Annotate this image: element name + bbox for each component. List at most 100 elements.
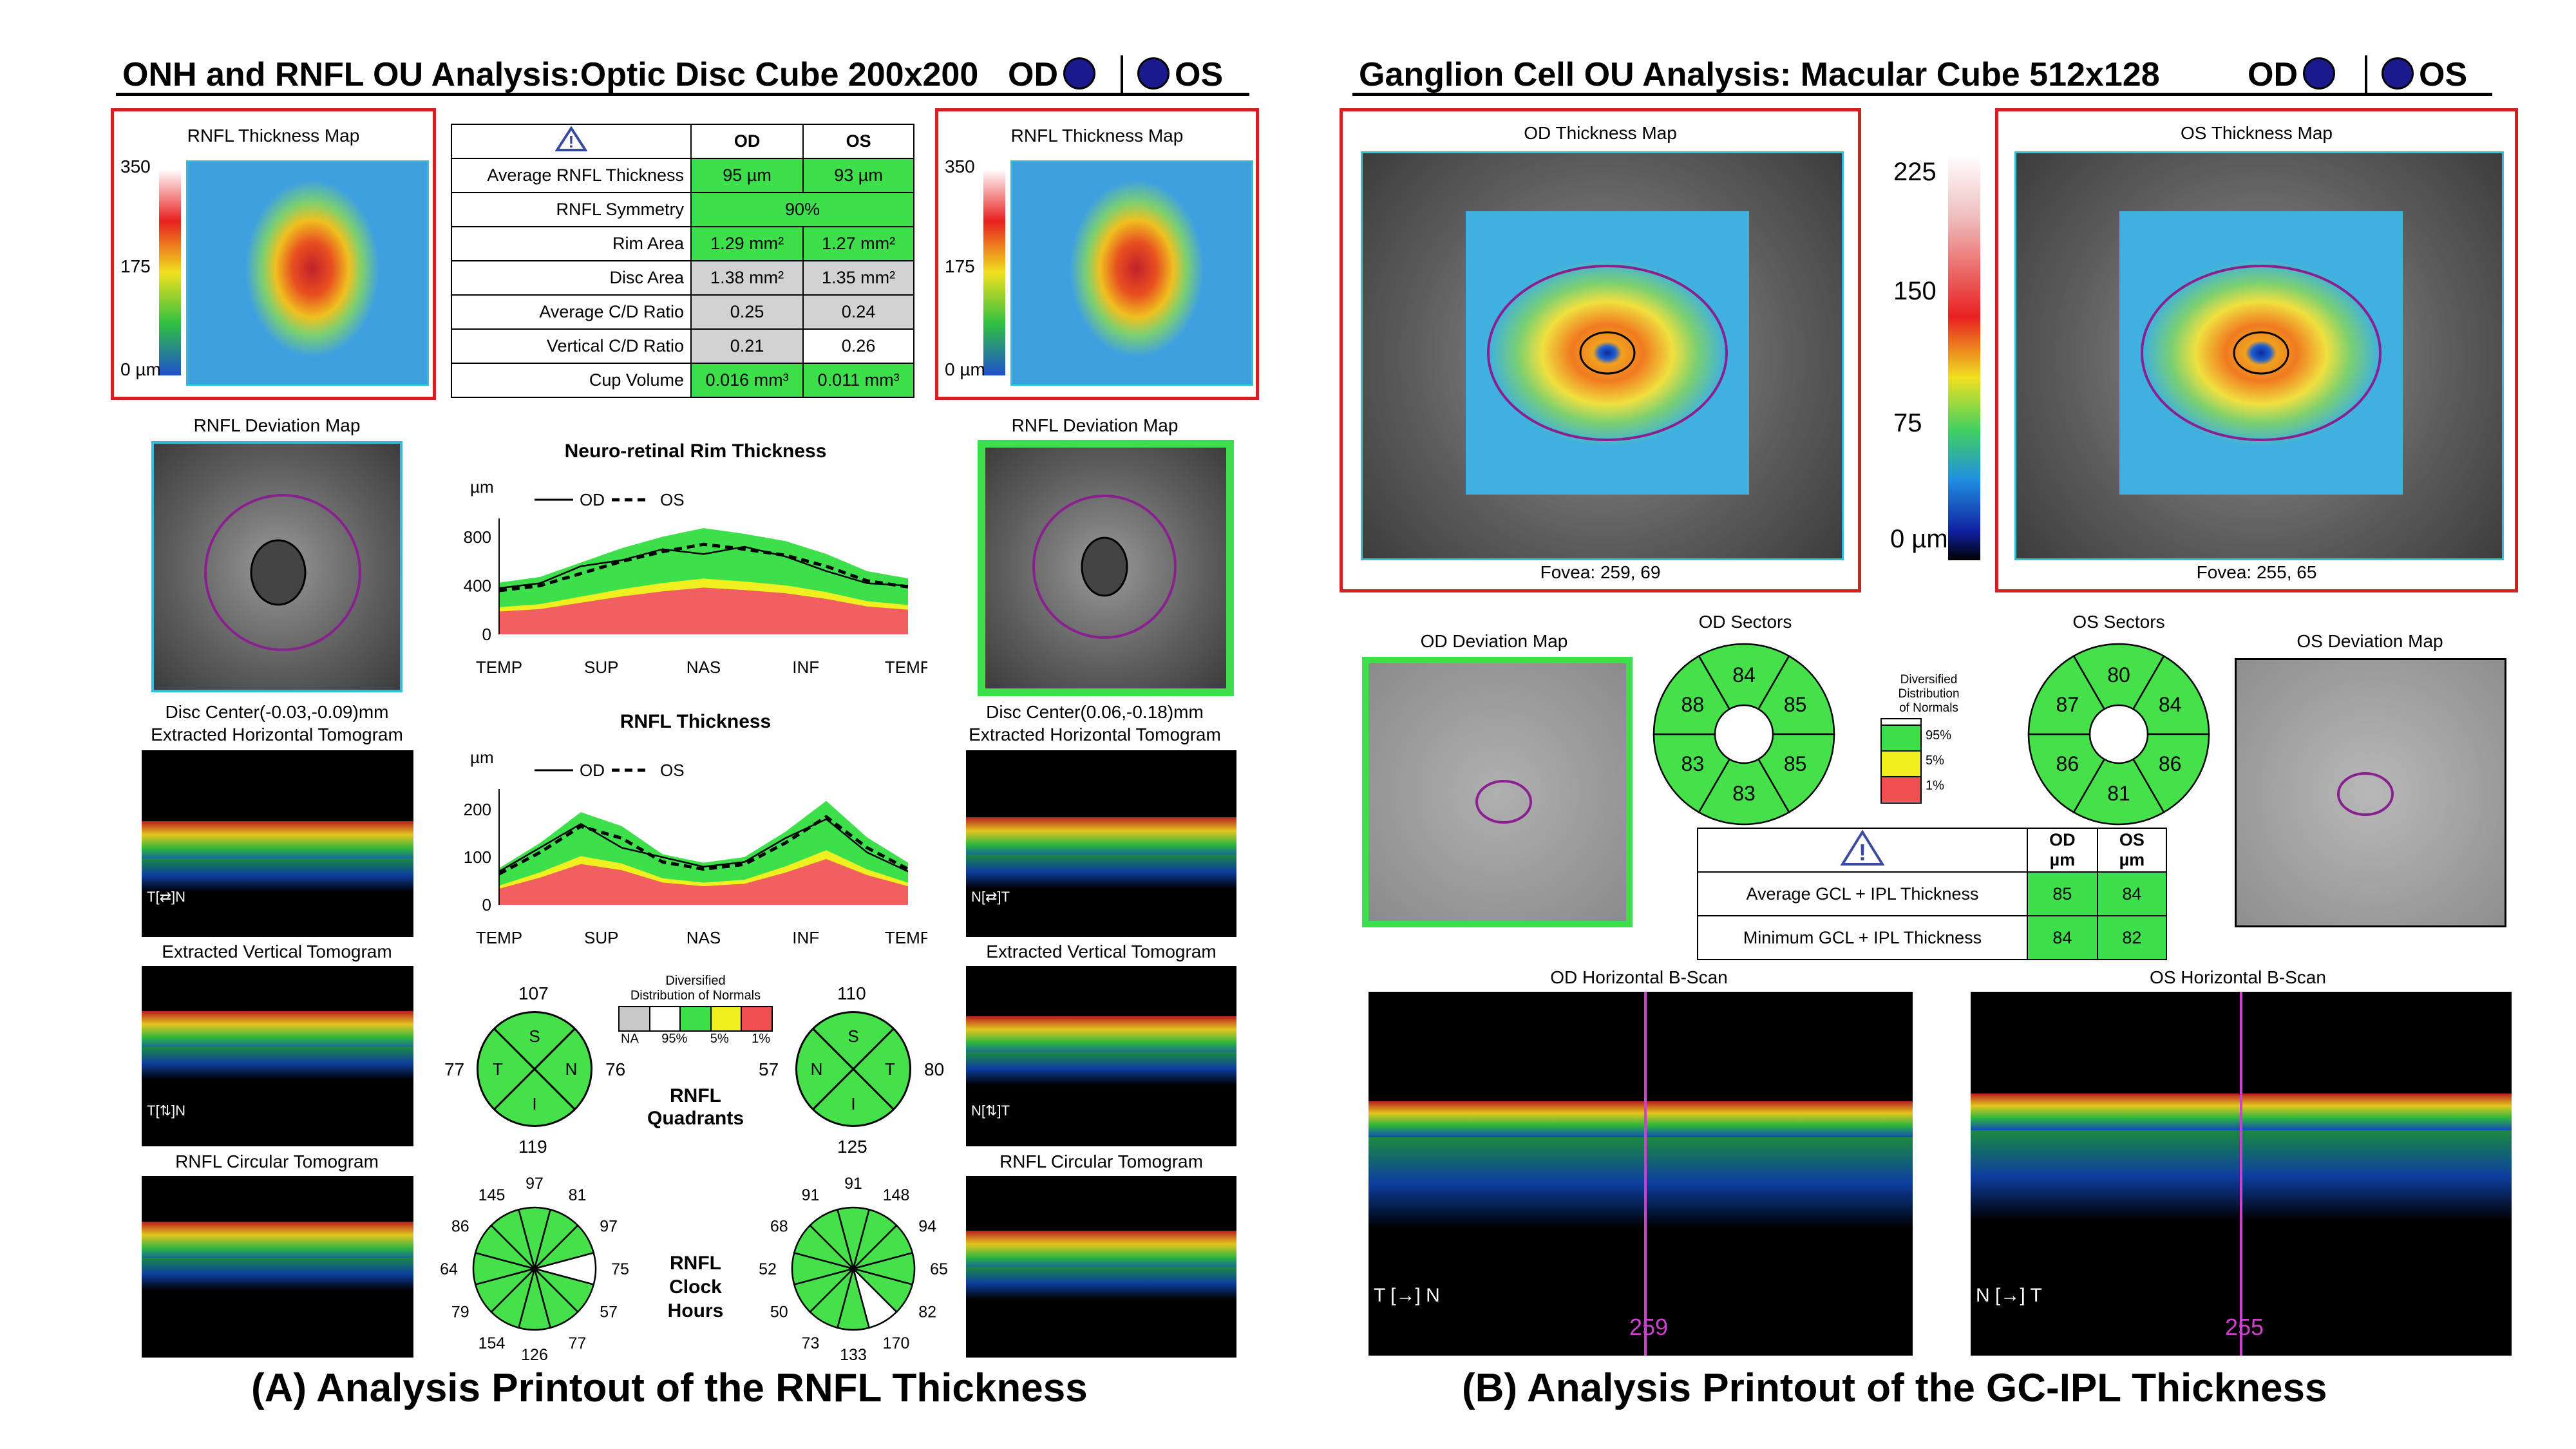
tomo-dir: T[⇅]N (147, 1103, 186, 1119)
rim-legend-os: OS (660, 490, 685, 509)
scale-tick-0: 0 µm (1890, 525, 1948, 553)
row-od: 84 (2027, 915, 2098, 960)
caption-b: (B) Analysis Printout of the GC-IPL Thic… (1462, 1366, 2327, 1410)
scale-tick-mid: 175 (945, 256, 975, 276)
os-thickness-map-label: RNFL Thickness Map (1010, 126, 1184, 146)
sector-value: 85 (1784, 752, 1807, 775)
row-label: Average RNFL Thickness (451, 158, 692, 193)
os-gc-deviation-map (2235, 658, 2506, 927)
od-horizontal-bscan: 259 T [→] N (1368, 992, 1913, 1356)
series-os (498, 542, 909, 592)
clock-value: 97 (526, 1175, 544, 1193)
os-rnfl-deviation-map (978, 440, 1234, 696)
os-rnfl-heatmap (1010, 160, 1253, 386)
x-tick-label: SUP (584, 658, 618, 677)
od-v-tomo-label: Extracted Vertical Tomogram (162, 942, 392, 961)
row-os: 1.27 mm² (802, 226, 914, 261)
legend-95: 95% (1926, 728, 1952, 743)
od-gc-map-label: OD Thickness Map (1524, 123, 1677, 143)
clock-value: 170 (883, 1334, 910, 1352)
bscan-dir: N [→] T (1976, 1285, 2042, 1306)
legend-title: Diversified (665, 974, 726, 988)
x-tick-label: NAS (687, 658, 721, 677)
sector (1757, 733, 1835, 813)
col-os: OS µm (2096, 828, 2168, 873)
os-quad-i: 125 (837, 1137, 867, 1157)
os-quad-t: 80 (924, 1059, 945, 1079)
os-horizontal-bscan: 255 N [→] T (1971, 992, 2512, 1356)
normals-legend-b: Diversified Distribution of Normals 95% … (1880, 673, 1984, 804)
od-eye-icon (2303, 57, 2335, 90)
q-letter: I (532, 1094, 536, 1113)
legend-1: 1% (1926, 779, 1944, 793)
od-rnfl-deviation-map (151, 441, 402, 692)
clock-value: 154 (478, 1334, 506, 1352)
rim-legend-od: OD (580, 490, 605, 509)
od-quad-i: 119 (518, 1137, 547, 1157)
rim-thickness-chart: Neuro-retinal Rim Thickness µm OD OS 0 40… (464, 440, 927, 677)
y-tick-label: 0 (482, 625, 491, 644)
sector-value: 86 (2056, 752, 2079, 775)
x-tick-label: TEMP (885, 928, 927, 947)
scale-tick-225: 225 (1893, 158, 1937, 186)
series-os (498, 815, 909, 876)
legend-title: of Normals (1899, 701, 1958, 715)
legend-5: 5% (710, 1032, 729, 1046)
clock-value: 126 (521, 1346, 548, 1364)
sector-value: 80 (2107, 663, 2130, 687)
od-deviation-map-label: RNFL Deviation Map (193, 415, 361, 435)
clock-value: 73 (802, 1334, 820, 1352)
sector (1653, 733, 1731, 813)
os-bscan-pos: 255 (2225, 1314, 2264, 1340)
clock-value: 148 (883, 1186, 910, 1204)
od-clock-hours: 97 81 97 75 57 77 126 154 79 64 86 145 (440, 1175, 629, 1364)
legend-5: 5% (1926, 753, 1944, 768)
normal-band-1 (499, 858, 908, 905)
row-label: Average GCL + IPL Thickness (1697, 871, 2028, 916)
rnfl-thickness-chart: RNFL Thickness µm OD OS 0 100 200 TEMP SUP NA… (464, 711, 927, 947)
tomo-dir: N[⇅]T (971, 1103, 1010, 1119)
q-letter: S (848, 1027, 858, 1046)
sector (1653, 655, 1731, 735)
sector (2027, 733, 2106, 813)
clock-value: 91 (802, 1186, 820, 1204)
legend-title: Diversified (1900, 673, 1958, 687)
row-od: 0.016 mm³ (690, 363, 804, 398)
sector (2072, 643, 2165, 710)
od-disc-center: Disc Center(-0.03,-0.09)mm (165, 702, 389, 722)
panel-a-header: ONH and RNFL OU Analysis:Optic Disc Cube… (116, 52, 1249, 96)
os-c-tomo-label: RNFL Circular Tomogram (999, 1151, 1203, 1171)
q-letter: T (493, 1059, 503, 1079)
os-circular-tomogram (966, 1176, 1236, 1358)
q-letter: N (811, 1059, 823, 1079)
row-os: 93 µm (802, 158, 914, 193)
sector (1757, 655, 1835, 735)
legend-95: 95% (661, 1032, 688, 1046)
legend-1: 1% (752, 1032, 770, 1046)
clock-value: 97 (600, 1218, 618, 1236)
quadrants-label: Quadrants (647, 1108, 744, 1129)
col-od: OD µm (2027, 828, 2098, 873)
svg-text:!: ! (1859, 839, 1866, 866)
od-dev-label: OD Deviation Map (1420, 631, 1568, 651)
od-label: OD (2248, 55, 2340, 94)
os-bscan-label: OS Horizontal B-Scan (2150, 967, 2326, 987)
sector (2132, 733, 2210, 813)
os-clock-hours: 91 148 94 65 82 170 133 73 50 52 68 91 (759, 1175, 948, 1364)
os-quadrant-pie: S N T I (795, 1011, 911, 1127)
os-v-tomo-label: Extracted Vertical Tomogram (986, 942, 1217, 961)
os-sectors-pie: 80 84 86 81 86 87 (2027, 643, 2210, 826)
od-rnfl-heatmap (186, 160, 429, 386)
x-tick-label: INF (792, 928, 819, 947)
y-tick-label: 800 (464, 527, 491, 547)
x-tick-label: TEMP (885, 658, 927, 677)
row-od: 85 (2027, 871, 2098, 916)
od-quad-t: 77 (444, 1059, 465, 1079)
row-os: 0.26 (802, 328, 914, 364)
y-tick-label: 400 (464, 576, 491, 595)
x-tick-label: SUP (584, 928, 618, 947)
sector-value: 81 (2107, 782, 2130, 805)
sector-value: 84 (1732, 663, 1756, 687)
sector (2072, 758, 2165, 826)
panel-a-title: ONH and RNFL OU Analysis:Optic Disc Cube… (122, 56, 979, 93)
